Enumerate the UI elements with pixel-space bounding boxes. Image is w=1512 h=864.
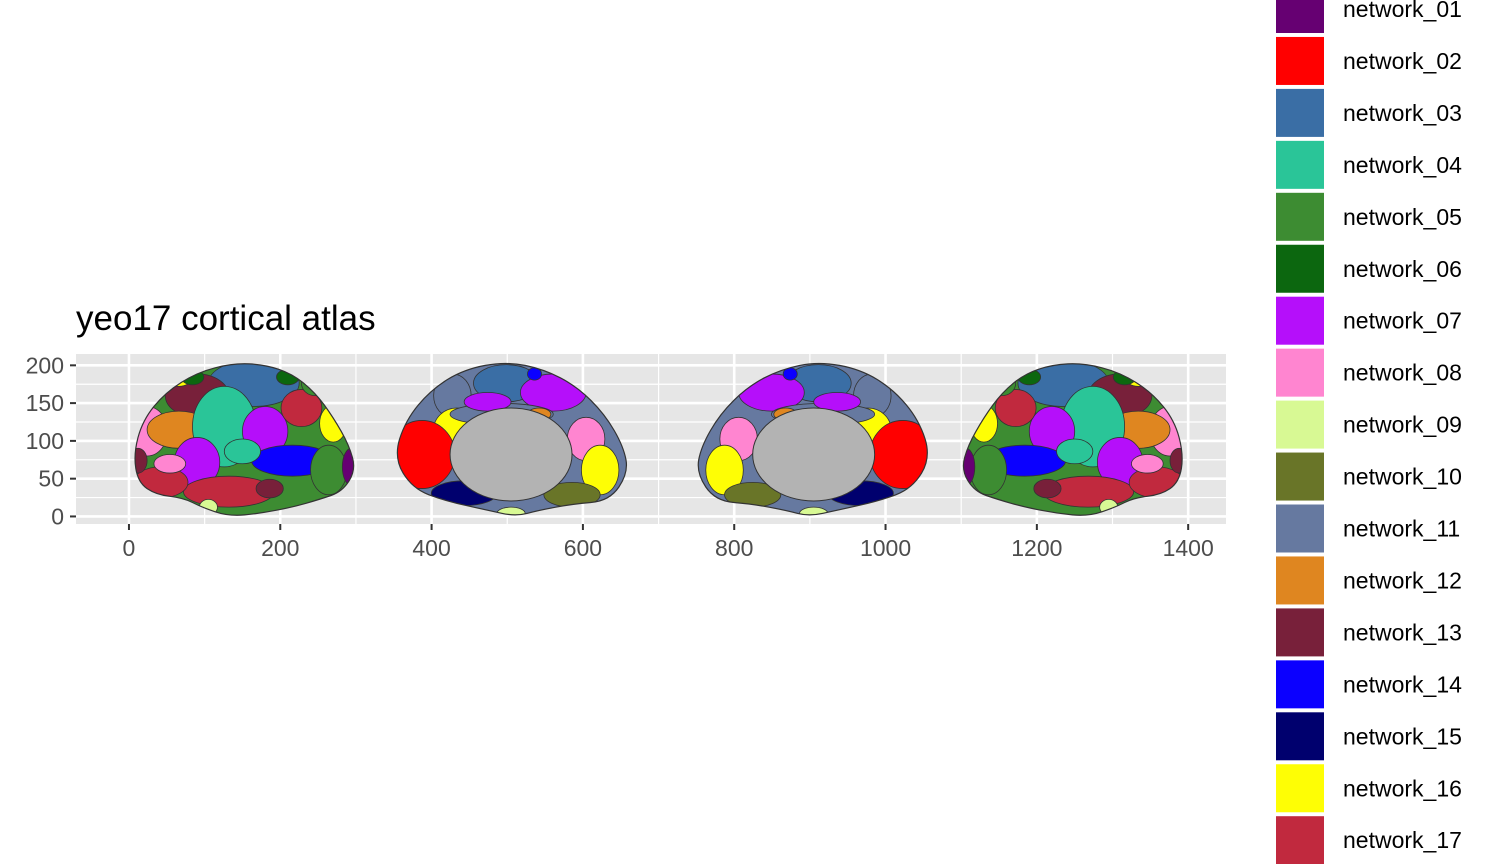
legend-label: network_17 <box>1343 827 1462 853</box>
legend-label: network_01 <box>1343 0 1462 22</box>
medial-wall <box>449 407 573 502</box>
legend-label: network_11 <box>1343 516 1460 542</box>
brain-view-left-lateral <box>134 363 355 516</box>
x-tick-label: 400 <box>412 535 450 561</box>
legend-swatch <box>1276 0 1324 33</box>
legend-swatch <box>1276 36 1324 85</box>
region-network_13 <box>1033 478 1062 499</box>
legend-swatch <box>1276 140 1324 189</box>
legend: network_01 network_02 network_03 network_04… <box>1276 0 1462 864</box>
axes: 0 200 400 600 800 1000 1200 1400 0 50 100 150 200 <box>26 352 1214 561</box>
y-tick-label: 50 <box>38 466 64 492</box>
x-tick-label: 0 <box>123 535 136 561</box>
legend-label: network_07 <box>1343 308 1462 334</box>
brain-view-right-lateral <box>962 363 1183 516</box>
region-network_13 <box>255 478 284 499</box>
y-tick-label: 150 <box>26 390 64 416</box>
brain-outline-left-lateral <box>134 363 355 516</box>
legend-swatch <box>1276 244 1324 293</box>
brain-views <box>134 362 1183 516</box>
legend-swatch <box>1276 764 1324 813</box>
chart-title: yeo17 cortical atlas <box>76 299 376 338</box>
legend-label: network_13 <box>1343 619 1462 645</box>
x-tick-label: 1400 <box>1163 535 1214 561</box>
x-tick-label: 200 <box>261 535 299 561</box>
legend-label: network_16 <box>1343 775 1462 801</box>
y-tick-label: 0 <box>51 503 64 529</box>
x-tick-label: 800 <box>715 535 753 561</box>
legend-label: network_14 <box>1343 671 1462 697</box>
legend-label: network_04 <box>1343 152 1462 178</box>
y-tick-label: 200 <box>26 352 64 378</box>
legend-swatch <box>1276 88 1324 137</box>
legend-swatch <box>1276 608 1324 657</box>
brain-outline-right-medial <box>697 362 928 516</box>
region-network_05 <box>969 444 1007 496</box>
legend-label: network_10 <box>1343 464 1462 490</box>
legend-swatch <box>1276 712 1324 761</box>
medial-wall <box>752 407 876 502</box>
region-network_04 <box>223 438 262 465</box>
x-tick-label: 1000 <box>860 535 911 561</box>
region-network_17 <box>994 389 1037 428</box>
legend-swatch <box>1276 660 1324 709</box>
y-tick-label: 100 <box>26 428 64 454</box>
legend-swatch <box>1276 348 1324 397</box>
legend-swatch <box>1276 296 1324 345</box>
legend-swatch <box>1276 816 1324 864</box>
region-network_04 <box>1056 438 1094 465</box>
region-network_13 <box>135 447 148 474</box>
region-network_17 <box>280 389 323 428</box>
brain-outline-right-lateral <box>962 363 1183 516</box>
region-network_13 <box>1169 447 1183 474</box>
x-tick-label: 1200 <box>1011 535 1062 561</box>
region-network_08 <box>153 454 187 474</box>
legend-label: network_02 <box>1343 48 1462 74</box>
region-network_05 <box>310 444 348 496</box>
region-network_08 <box>1131 454 1164 474</box>
legend-swatch <box>1276 504 1324 553</box>
legend-swatch <box>1276 400 1324 449</box>
legend-swatch <box>1276 556 1324 605</box>
legend-label: network_06 <box>1343 256 1462 282</box>
legend-label: network_08 <box>1343 360 1462 386</box>
legend-label: network_05 <box>1343 204 1462 230</box>
legend-label: network_15 <box>1343 723 1462 749</box>
legend-label: network_12 <box>1343 567 1462 593</box>
brain-outline-left-medial <box>396 362 628 516</box>
legend-swatch <box>1276 192 1324 241</box>
x-tick-label: 600 <box>564 535 602 561</box>
legend-label: network_09 <box>1343 412 1462 438</box>
brain-view-left-medial <box>396 362 628 516</box>
legend-label: network_03 <box>1343 100 1462 126</box>
legend-swatch <box>1276 452 1324 501</box>
